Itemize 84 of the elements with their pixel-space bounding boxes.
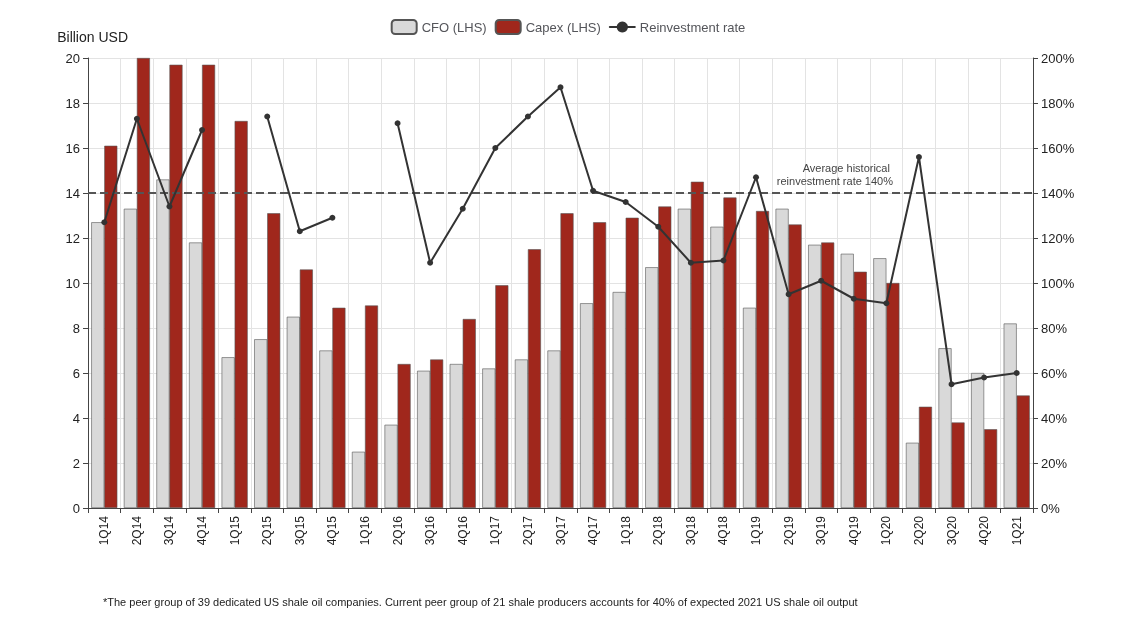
x-tick-label: 3Q17 — [553, 515, 568, 546]
x-tick-label: 1Q20 — [879, 515, 894, 546]
text: *The peer group of 39 dedicated US shale oil companies. Current peer group of 21 shale producers accounts for 40% of expected 2021 US shale oil output — [103, 596, 858, 608]
x-tick-label: 3Q18 — [683, 515, 698, 546]
x-tick-label: 3Q15 — [292, 515, 307, 546]
x-tick-label: 3Q20 — [944, 515, 959, 546]
point — [622, 199, 629, 205]
x-tick-label: 4Q15 — [325, 515, 340, 546]
point — [264, 113, 271, 120]
x-tick-label: 1Q17 — [488, 515, 503, 546]
point — [459, 205, 466, 212]
y-tick-label: 6 — [72, 365, 80, 381]
y2-tick-label: 160% — [1041, 140, 1075, 156]
x-tick-label: 4Q20 — [977, 515, 992, 546]
y-tick-label: 16 — [65, 140, 80, 156]
x-tick-label: 1Q18 — [618, 515, 633, 546]
x-tick-label: 4Q17 — [586, 515, 601, 546]
point — [199, 127, 206, 133]
point — [948, 381, 955, 388]
point — [557, 84, 564, 91]
x-tick-label: 4Q18 — [716, 515, 731, 546]
x-tick-label: 2Q14 — [129, 515, 144, 546]
y2-tick-label: 180% — [1041, 95, 1075, 111]
y-tick-label: 18 — [65, 95, 80, 111]
y2-tick-label: 0% — [1041, 500, 1061, 516]
point — [753, 174, 760, 181]
x-tick-label: 2Q18 — [651, 515, 666, 546]
x-tick-label: 3Q19 — [814, 515, 829, 546]
y2-tick-label: 100% — [1041, 275, 1075, 291]
y-tick-label: 8 — [72, 320, 80, 336]
point — [981, 374, 988, 381]
legend-label: Reinvestment rate — [639, 19, 746, 35]
point — [785, 291, 792, 298]
ref-line-label: Average historical reinvestment rate 140% — [776, 161, 894, 187]
y2-tick-label: 140% — [1041, 185, 1075, 201]
point — [394, 120, 401, 127]
legend-label: CFO (LHS) — [421, 19, 487, 35]
point — [915, 154, 922, 160]
y2-tick-label: 40% — [1041, 410, 1068, 426]
x-tick-label: 1Q15 — [227, 515, 242, 546]
x-tick-label: 2Q19 — [781, 515, 796, 546]
x-tick-label: 1Q21 — [1009, 515, 1024, 546]
x-tick-label: 2Q16 — [390, 515, 405, 546]
point — [1013, 370, 1020, 376]
point — [166, 203, 173, 210]
y-tick-label: 4 — [72, 410, 80, 426]
point — [329, 214, 336, 221]
y2-tick-label: 20% — [1041, 455, 1068, 471]
y2-tick-label: 80% — [1041, 320, 1068, 336]
point — [720, 257, 727, 264]
point — [296, 228, 303, 235]
point — [524, 113, 531, 120]
point — [818, 277, 825, 284]
point — [427, 259, 434, 266]
x-tick-label: 4Q19 — [846, 515, 861, 546]
x-tick-label: 1Q16 — [357, 515, 372, 546]
y-tick-label: 0 — [72, 500, 80, 516]
point — [492, 145, 499, 151]
x-tick-label: 4Q14 — [195, 515, 210, 546]
x-tick-label: 3Q16 — [423, 515, 438, 546]
y-tick-label: 20 — [65, 50, 80, 66]
point — [133, 115, 140, 122]
x-tick-label: 1Q14 — [97, 515, 112, 546]
point — [687, 259, 694, 266]
x-tick-label: 2Q20 — [911, 515, 926, 546]
point — [655, 223, 662, 230]
point — [590, 187, 597, 194]
y-tick-label: 14 — [65, 185, 80, 201]
y2-tick-label: 60% — [1041, 365, 1068, 381]
y-axis-title: Billion USD — [57, 29, 128, 45]
y2-tick-label: 200% — [1041, 50, 1075, 66]
x-tick-label: 2Q15 — [260, 515, 275, 546]
x-tick-label: 1Q19 — [749, 515, 764, 546]
y2-tick-label: 120% — [1041, 230, 1075, 246]
y-tick-label: 10 — [65, 275, 80, 291]
legend-label: Capex (LHS) — [525, 19, 601, 35]
point — [883, 300, 890, 307]
point — [850, 295, 857, 302]
point — [101, 219, 108, 226]
x-tick-label: 3Q14 — [162, 515, 177, 546]
x-tick-label: 2Q17 — [520, 515, 535, 546]
y-tick-label: 2 — [72, 455, 80, 471]
y-tick-label: 12 — [65, 230, 80, 246]
x-tick-label: 4Q16 — [455, 515, 470, 546]
